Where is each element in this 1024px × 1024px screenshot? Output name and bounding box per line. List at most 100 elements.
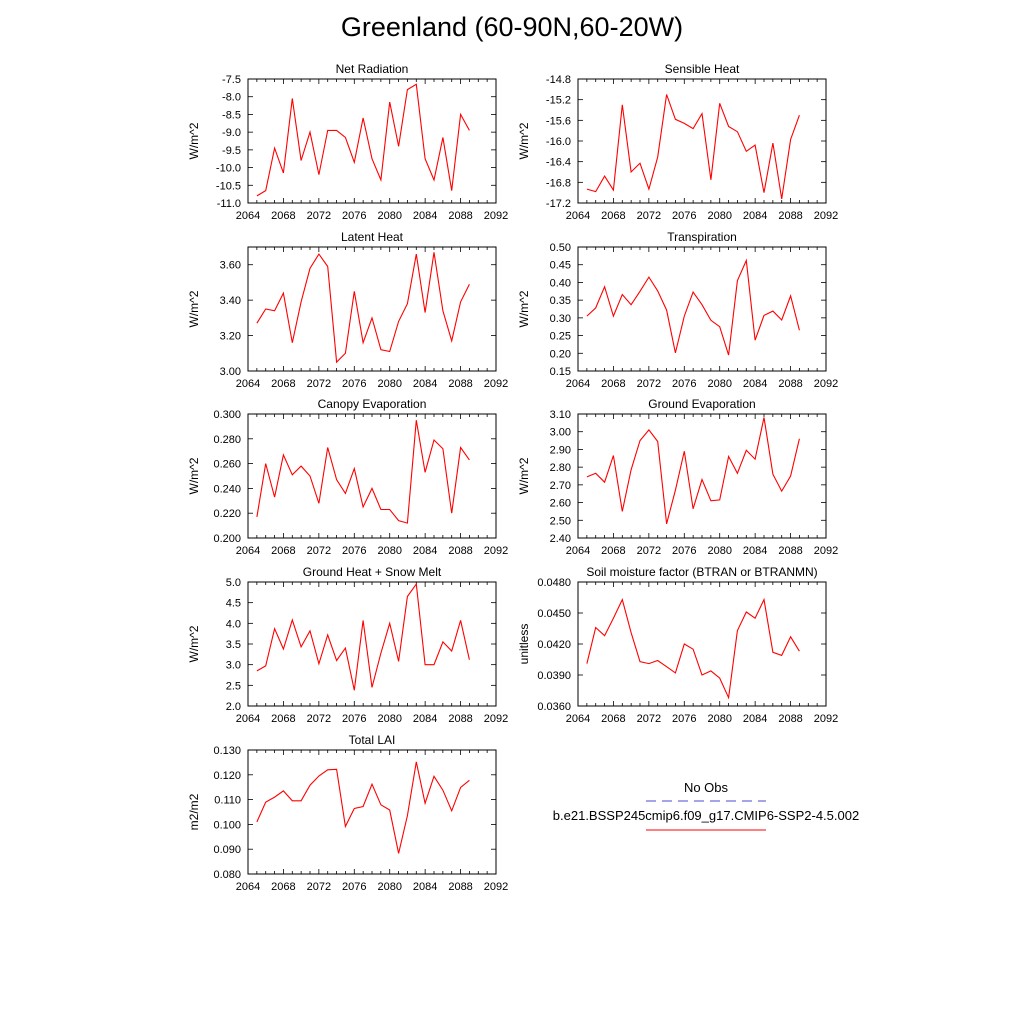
x-tick-label: 2072 [637, 378, 661, 390]
y-tick-label: -16.4 [546, 157, 571, 169]
panel-title: Canopy Evaporation [318, 397, 427, 411]
x-tick-label: 2088 [778, 210, 802, 222]
y-tick-label: 2.80 [550, 462, 571, 474]
series-line [256, 582, 470, 691]
y-tick-label: 0.0450 [537, 608, 571, 620]
page-title: Greenland (60-90N,60-20W) [340, 12, 684, 42]
y-tick-label: -16.0 [546, 136, 571, 148]
x-tick-label: 2068 [271, 713, 295, 725]
y-tick-label: -15.2 [546, 95, 571, 107]
series-line [586, 94, 800, 199]
plot-frame [577, 581, 827, 707]
y-tick-label: 3.00 [550, 427, 571, 439]
x-tick-label: 2068 [271, 545, 295, 557]
x-tick-label: 2084 [743, 545, 767, 557]
x-tick-label: 2072 [307, 210, 331, 222]
x-tick-label: 2076 [342, 881, 366, 893]
series-line [256, 252, 470, 364]
chart-panels: 2064 2068 2072 2076 2080 2084 2088 2092 -7.5 -8.0… [187, 62, 838, 893]
y-tick-label: 0.080 [213, 869, 241, 881]
y-tick-label: 0.40 [550, 277, 571, 289]
y-tick-label: 0.240 [213, 483, 241, 495]
x-tick-label: 2092 [814, 210, 838, 222]
plot-frame [247, 749, 497, 875]
y-tick-label: -7.5 [222, 74, 241, 86]
x-tick-label: 2088 [448, 378, 472, 390]
x-tick-label: 2084 [743, 378, 767, 390]
y-axis-label: W/m^2 [517, 122, 531, 159]
x-tick-label: 2084 [413, 378, 437, 390]
x-tick-label: 2092 [484, 378, 508, 390]
y-tick-label: 3.00 [220, 366, 241, 378]
x-tick-label: 2064 [236, 713, 260, 725]
y-tick-label: 0.30 [550, 313, 571, 325]
y-tick-label: 2.60 [550, 498, 571, 510]
legend: No Obs b.e21.BSSP245cmip6.f09_g17.CMIP6-… [553, 780, 859, 831]
x-tick-label: 2088 [448, 881, 472, 893]
x-tick-label: 2092 [484, 210, 508, 222]
y-axis-label: W/m^2 [187, 457, 201, 494]
y-tick-label: 0.0480 [537, 577, 571, 589]
plot-frame [247, 78, 497, 204]
y-tick-label: 0.280 [213, 434, 241, 446]
y-tick-label: 3.10 [550, 409, 571, 421]
y-tick-label: 0.15 [550, 366, 571, 378]
x-tick-label: 2080 [377, 210, 401, 222]
series-line [586, 417, 800, 524]
panel-title: Ground Evaporation [648, 397, 755, 411]
x-tick-label: 2064 [566, 545, 590, 557]
y-axis-label: unitless [517, 624, 531, 665]
y-tick-label: -14.8 [546, 74, 571, 86]
series-line [586, 597, 800, 700]
y-tick-label: -10.0 [216, 163, 241, 175]
y-tick-label: 0.120 [213, 770, 241, 782]
y-tick-label: 0.0420 [537, 639, 571, 651]
x-tick-label: 2080 [707, 713, 731, 725]
panel-sensible-heat: 2064 2068 2072 2076 2080 2084 2088 2092 -14.8 -15… [517, 62, 838, 222]
y-tick-label: 0.20 [550, 348, 571, 360]
y-tick-label: 0.090 [213, 844, 241, 856]
y-axis-label: W/m^2 [187, 122, 201, 159]
y-tick-label: 0.50 [550, 242, 571, 254]
x-tick-label: 2088 [778, 378, 802, 390]
plot-frame [577, 413, 827, 539]
y-tick-label: 0.35 [550, 295, 571, 307]
y-axis-label: W/m^2 [187, 290, 201, 327]
x-tick-label: 2076 [342, 210, 366, 222]
y-tick-label: 3.20 [220, 331, 241, 343]
x-tick-label: 2076 [342, 713, 366, 725]
series-line [256, 761, 470, 854]
y-tick-label: 5.0 [226, 577, 241, 589]
y-axis-label: W/m^2 [187, 625, 201, 662]
panel-soil-moisture-factor-btran-or-btranmn: 2064 2068 2072 2076 2080 2084 2088 2092 0.0480 0.… [517, 565, 838, 725]
y-tick-label: -15.6 [546, 115, 571, 127]
x-tick-label: 2092 [484, 713, 508, 725]
y-tick-label: 0.130 [213, 745, 241, 757]
x-tick-label: 2068 [601, 378, 625, 390]
x-tick-label: 2084 [743, 713, 767, 725]
series-line [256, 420, 470, 524]
plot-frame [577, 78, 827, 204]
panel-ground-heat-snow-melt: 2064 2068 2072 2076 2080 2084 2088 2092 5.0 4.5 4.… [187, 565, 508, 725]
x-tick-label: 2064 [566, 713, 590, 725]
x-tick-label: 2068 [601, 713, 625, 725]
x-tick-label: 2084 [413, 210, 437, 222]
y-tick-label: 2.5 [226, 680, 241, 692]
y-tick-label: -16.8 [546, 177, 571, 189]
x-tick-label: 2080 [377, 545, 401, 557]
y-tick-label: -9.0 [222, 127, 241, 139]
y-tick-label: 2.90 [550, 444, 571, 456]
x-tick-label: 2076 [342, 378, 366, 390]
panel-latent-heat: 2064 2068 2072 2076 2080 2084 2088 2092 3.60 3.40… [187, 230, 508, 390]
panel-title: Latent Heat [341, 230, 404, 244]
x-tick-label: 2076 [672, 378, 696, 390]
x-tick-label: 2072 [637, 210, 661, 222]
panel-title: Ground Heat + Snow Melt [303, 565, 442, 579]
y-tick-label: 3.5 [226, 639, 241, 651]
y-axis-label: W/m^2 [517, 457, 531, 494]
panel-ground-evaporation: 2064 2068 2072 2076 2080 2084 2088 2092 3.10 3.00… [517, 397, 838, 557]
x-tick-label: 2080 [377, 881, 401, 893]
x-tick-label: 2068 [271, 210, 295, 222]
x-tick-label: 2080 [377, 713, 401, 725]
